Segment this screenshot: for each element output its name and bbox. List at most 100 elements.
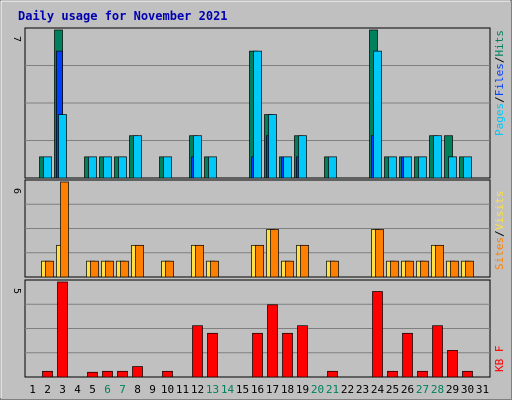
x-tick-label: 19 bbox=[296, 383, 309, 396]
legend-sites: Sites bbox=[493, 237, 506, 270]
bar-visits bbox=[375, 229, 384, 278]
x-tick-label: 28 bbox=[431, 383, 444, 396]
legend-separator: / bbox=[493, 96, 506, 103]
x-tick-label: 5 bbox=[89, 383, 96, 396]
y-max-label: 6 bbox=[11, 188, 22, 194]
x-tick-label: 21 bbox=[326, 383, 339, 396]
x-tick-label: 18 bbox=[281, 383, 294, 396]
bar-kbytes bbox=[297, 325, 308, 378]
x-tick-label: 29 bbox=[446, 383, 459, 396]
x-tick-label: 8 bbox=[134, 383, 141, 396]
bar-pages bbox=[373, 50, 382, 179]
x-tick-label: 25 bbox=[386, 383, 399, 396]
bar-kbytes bbox=[267, 304, 278, 378]
bar-visits bbox=[120, 260, 129, 278]
bar-visits bbox=[255, 244, 264, 278]
bar-pages bbox=[163, 156, 172, 179]
bar-kbytes bbox=[162, 370, 173, 378]
bar-pages bbox=[298, 135, 307, 179]
bar-visits bbox=[405, 260, 414, 278]
bar-kbytes bbox=[417, 370, 428, 378]
bar-pages bbox=[253, 50, 262, 179]
bar-pages bbox=[133, 135, 142, 179]
bar-kbytes bbox=[387, 370, 398, 378]
bar-visits bbox=[390, 260, 399, 278]
x-tick-label: 17 bbox=[266, 383, 279, 396]
bar-visits bbox=[210, 260, 219, 278]
legend-sites-visits: Sites/Visits bbox=[493, 191, 506, 271]
bar-pages bbox=[88, 156, 97, 179]
bar-visits bbox=[270, 229, 279, 278]
bar-pages bbox=[463, 156, 472, 179]
bar-pages bbox=[388, 156, 397, 179]
bar-kbytes bbox=[102, 370, 113, 378]
bar-kbytes bbox=[432, 325, 443, 378]
bar-kbytes bbox=[117, 370, 128, 378]
bar-kbytes bbox=[192, 325, 203, 378]
panel-sites-visits bbox=[24, 179, 491, 278]
bar-pages bbox=[328, 156, 337, 179]
bar-pages bbox=[268, 114, 277, 179]
bar-pages bbox=[283, 156, 292, 179]
chart-title: Daily usage for November 2021 bbox=[18, 9, 228, 23]
x-tick-label: 6 bbox=[104, 383, 111, 396]
x-tick-label: 13 bbox=[206, 383, 219, 396]
x-tick-label: 16 bbox=[251, 383, 264, 396]
bar-kbytes bbox=[132, 366, 143, 378]
bar-visits bbox=[45, 260, 54, 278]
x-tick-label: 14 bbox=[221, 383, 235, 396]
bar-visits bbox=[165, 260, 174, 278]
bar-visits bbox=[450, 260, 459, 278]
x-tick-label: 15 bbox=[236, 383, 249, 396]
bar-visits bbox=[420, 260, 429, 278]
y-max-label: 7 bbox=[11, 36, 22, 42]
bar-visits bbox=[300, 244, 309, 278]
bar-visits bbox=[60, 181, 69, 278]
bar-visits bbox=[285, 260, 294, 278]
bar-pages bbox=[208, 156, 217, 179]
y-max-label: 5 bbox=[11, 288, 22, 294]
bar-kbytes bbox=[402, 332, 413, 378]
legend-hits-files-pages: Pages/Files/Hits bbox=[493, 30, 506, 136]
bar-kbytes bbox=[372, 291, 383, 378]
bar-kbytes bbox=[57, 281, 68, 378]
x-tick-label: 7 bbox=[119, 383, 126, 396]
x-tick-label: 1 bbox=[29, 383, 36, 396]
x-tick-label: 23 bbox=[356, 383, 369, 396]
bar-kbytes bbox=[447, 350, 458, 378]
bar-pages bbox=[118, 156, 127, 179]
legend-files: Files bbox=[493, 63, 506, 96]
legend-separator: / bbox=[493, 57, 506, 64]
legend-kbytes: KB F bbox=[493, 346, 506, 373]
legend-kbytes: KB F bbox=[493, 346, 506, 373]
x-tick-label: 27 bbox=[416, 383, 429, 396]
bar-visits bbox=[90, 260, 99, 278]
bar-pages bbox=[448, 156, 457, 179]
bar-kbytes bbox=[87, 371, 98, 378]
bar-visits bbox=[195, 244, 204, 278]
bar-kbytes bbox=[252, 332, 263, 378]
panel-kbytes bbox=[24, 279, 491, 378]
x-tick-label: 12 bbox=[191, 383, 204, 396]
bar-kbytes bbox=[207, 332, 218, 378]
bar-visits bbox=[135, 244, 144, 278]
bar-kbytes bbox=[462, 370, 473, 378]
x-tick-label: 10 bbox=[161, 383, 174, 396]
bar-visits bbox=[435, 244, 444, 278]
x-tick-label: 20 bbox=[311, 383, 324, 396]
bar-pages bbox=[58, 114, 67, 179]
bar-kbytes bbox=[327, 370, 338, 378]
bar-pages bbox=[418, 156, 427, 179]
x-tick-label: 11 bbox=[176, 383, 189, 396]
bar-visits bbox=[330, 260, 339, 278]
x-tick-label: 9 bbox=[149, 383, 156, 396]
bar-visits bbox=[105, 260, 114, 278]
bar-pages bbox=[433, 135, 442, 179]
x-tick-label: 3 bbox=[59, 383, 66, 396]
panel-hits-files-pages bbox=[24, 27, 491, 179]
legend-visits: Visits bbox=[493, 191, 506, 231]
legend-hits: Hits bbox=[493, 30, 506, 57]
bar-pages bbox=[193, 135, 202, 179]
